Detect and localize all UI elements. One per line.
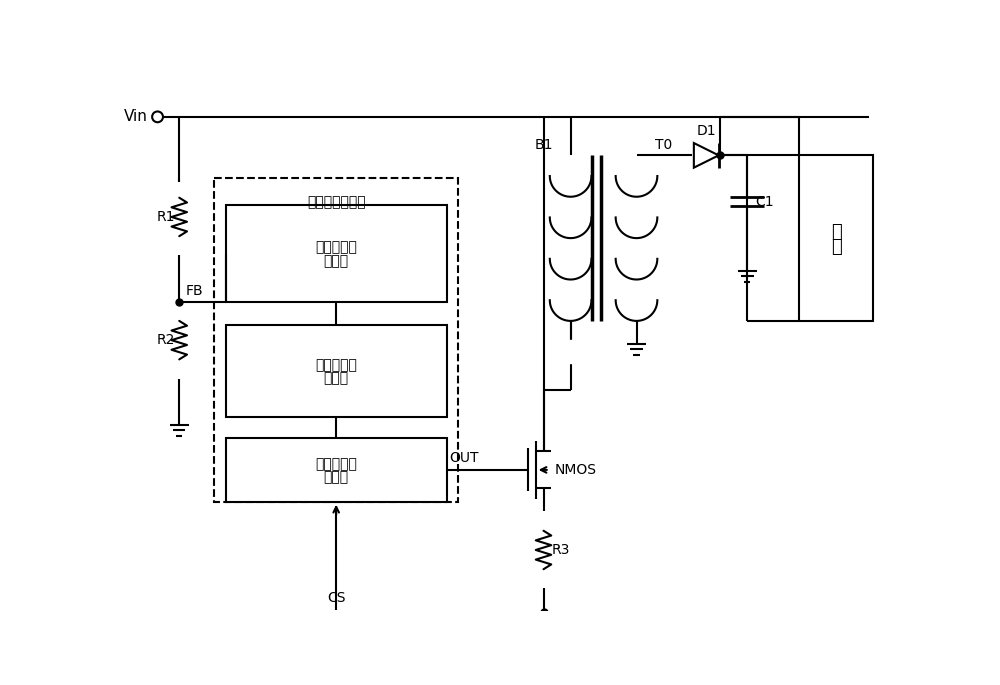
Text: 恒流逻辑控: 恒流逻辑控 xyxy=(315,457,357,471)
Bar xyxy=(226,438,447,502)
Text: D1: D1 xyxy=(696,125,716,138)
Text: B1: B1 xyxy=(534,138,553,151)
Text: T0: T0 xyxy=(655,138,672,151)
Text: C1: C1 xyxy=(755,195,774,208)
Bar xyxy=(214,179,458,502)
Text: NMOS: NMOS xyxy=(555,463,597,477)
Text: CS: CS xyxy=(327,591,345,606)
Bar xyxy=(559,340,582,363)
Text: Vin: Vin xyxy=(124,110,148,125)
Text: 恒流驱动控制器: 恒流驱动控制器 xyxy=(307,195,366,210)
Bar xyxy=(799,155,873,321)
Text: 负: 负 xyxy=(831,223,841,241)
Polygon shape xyxy=(694,143,719,168)
Text: 制电路: 制电路 xyxy=(324,471,349,484)
Text: 载: 载 xyxy=(831,238,841,256)
Text: 消磁时间检: 消磁时间检 xyxy=(315,358,357,372)
Text: R2: R2 xyxy=(157,333,175,347)
Text: R1: R1 xyxy=(157,210,175,224)
Text: FB: FB xyxy=(185,284,203,298)
Text: 消磁电压采: 消磁电压采 xyxy=(315,240,357,254)
Text: 测电路: 测电路 xyxy=(324,372,349,386)
Text: R3: R3 xyxy=(551,543,570,557)
Text: 样电路: 样电路 xyxy=(324,254,349,269)
Bar xyxy=(226,325,447,417)
Text: OUT: OUT xyxy=(450,451,479,465)
Bar xyxy=(226,206,447,301)
